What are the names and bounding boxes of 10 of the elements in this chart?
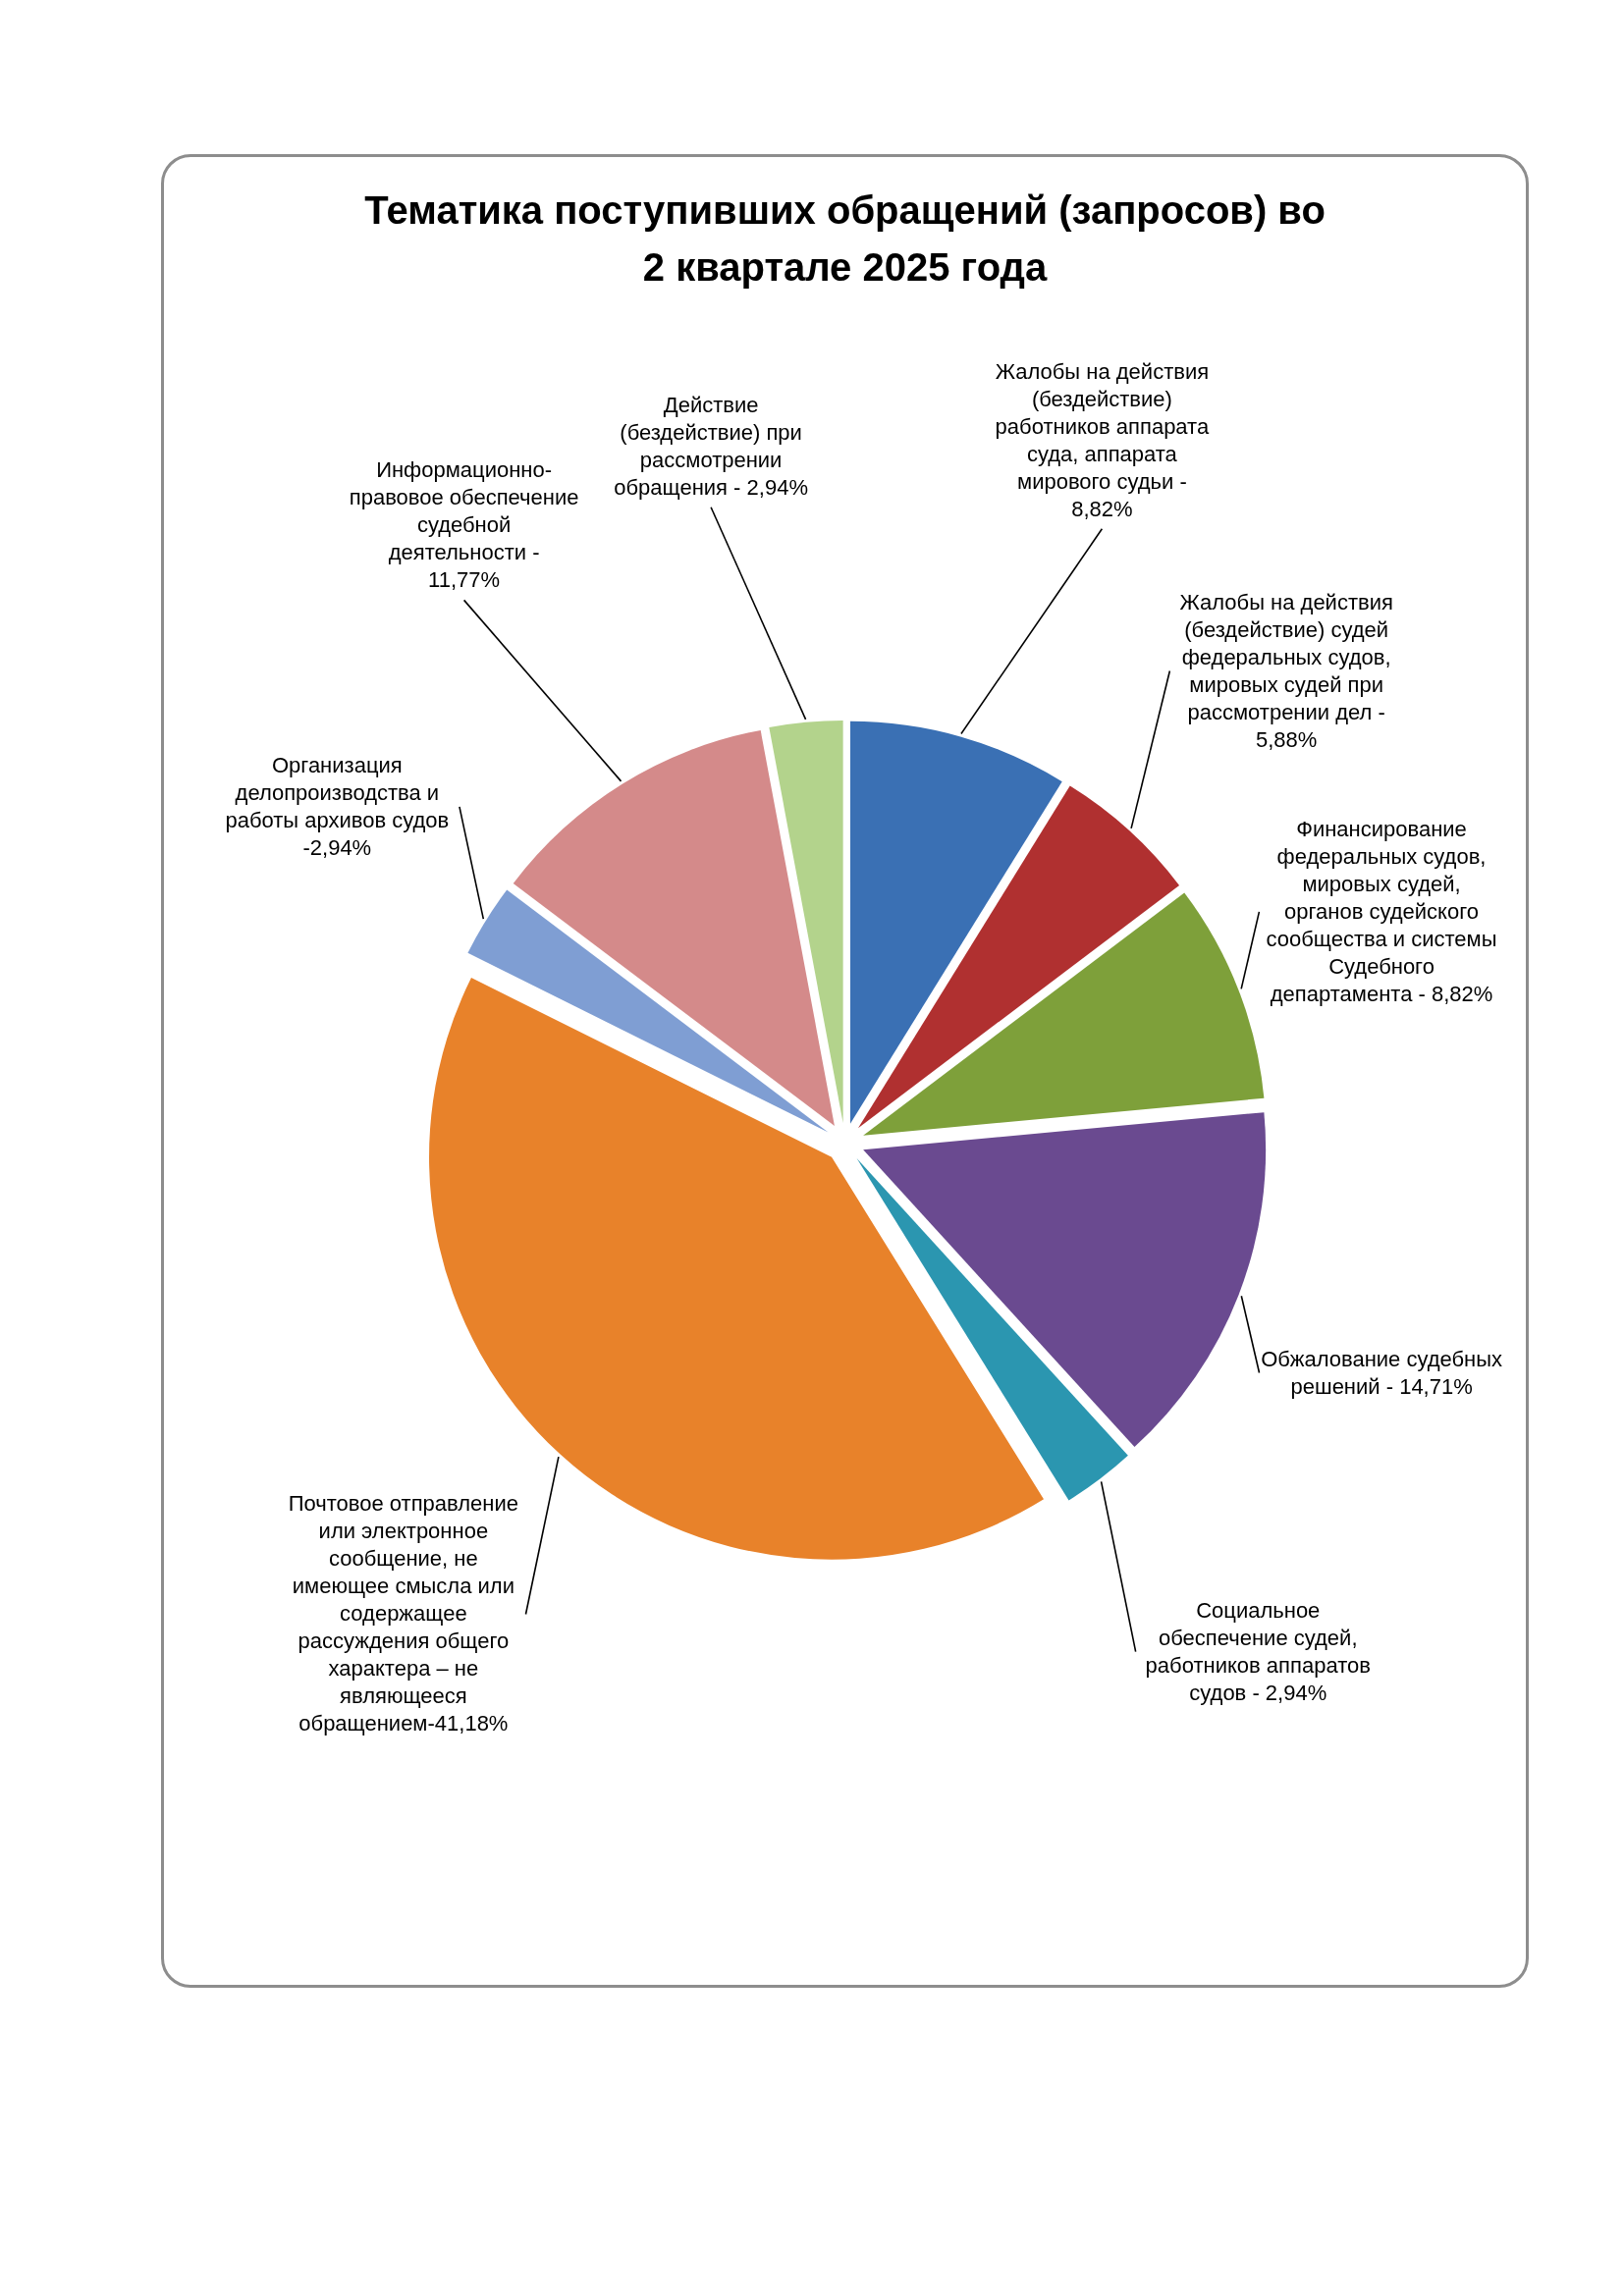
slice-label: Организация делопроизводства и работы архивов судов -2,94%: [225, 752, 450, 860]
slice-label: Жалобы на действия (бездействие) судей федеральных судов, мировых судей при рассмотрении дел - 5,88%: [1179, 589, 1393, 752]
chart-title: Тематика поступивших обращений (запросов) во 2 квартале 2025 года: [364, 188, 1326, 289]
slice-label: Социальное обеспечение судей, работников аппаратов судов - 2,94%: [1145, 1597, 1371, 1705]
slice-label: Жалобы на действия (бездействие) работников аппарата суда, аппарата мирового судьи - 8,82%: [995, 358, 1210, 521]
slice-label: Информационно-правовое обеспечение судебной деятельности - 11,77%: [349, 457, 579, 593]
slice-label: Действие (бездействие) при рассмотрении обращения - 2,94%: [614, 392, 808, 500]
category-label: Почтовое отправление или электронное сообщение, не имеющее смысла или содержащее рассуждения общего характера – не являющееся обращением-41,18%: [288, 1491, 518, 1736]
slice-label: Финансирование федеральных судов, мировых судей, органов судейского сообщества и системы Судебного департамента - 8,82%: [1266, 816, 1497, 1006]
slice-label: Обжалование судебных решений - 14,71%: [1261, 1346, 1503, 1399]
